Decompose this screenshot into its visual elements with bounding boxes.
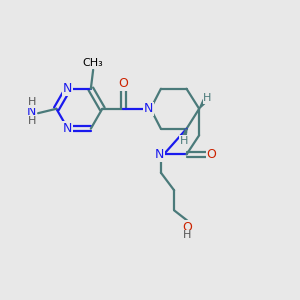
Text: H: H <box>27 97 36 107</box>
Polygon shape <box>199 99 207 109</box>
Text: H: H <box>180 136 188 146</box>
Text: N: N <box>155 148 164 161</box>
Text: O: O <box>118 77 128 90</box>
Text: CH₃: CH₃ <box>83 58 104 68</box>
Text: O: O <box>207 148 217 161</box>
Text: H: H <box>183 230 192 240</box>
Text: N: N <box>63 82 73 95</box>
Text: H: H <box>203 94 212 103</box>
Text: N: N <box>27 105 36 118</box>
Text: H: H <box>27 116 36 126</box>
Text: N: N <box>144 102 154 115</box>
Text: N: N <box>63 122 73 135</box>
Text: O: O <box>182 220 192 234</box>
